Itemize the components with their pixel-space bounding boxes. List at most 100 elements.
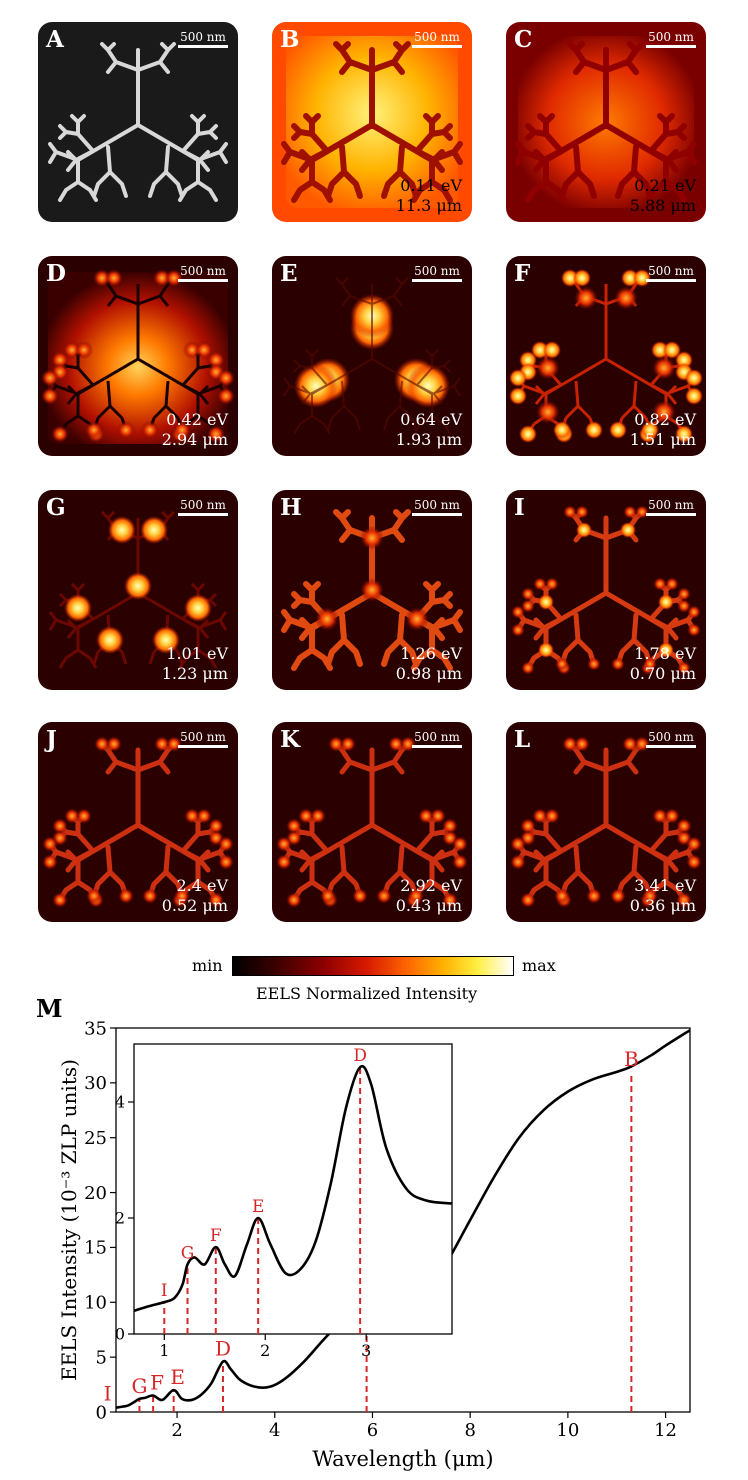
scale-bar: 500 nm — [646, 264, 696, 282]
panel-image — [506, 722, 706, 922]
panel-annotation: 0.42 eV 2.94 μm — [162, 410, 228, 450]
inset-marker-label-i: I — [161, 1281, 168, 1301]
scale-bar-line — [646, 279, 696, 282]
inset-marker-label-g: G — [181, 1243, 195, 1263]
eels-panel-a: A 500 nm — [38, 22, 238, 222]
main-y-tick-label: 10 — [84, 1293, 107, 1314]
scale-bar-label: 500 nm — [414, 30, 460, 44]
eels-panel-c: C 500 nm 0.21 eV 5.88 μm — [506, 22, 706, 222]
main-y-tick-label: 30 — [84, 1073, 107, 1094]
main-spectrum-line — [116, 1029, 690, 1409]
scale-bar: 500 nm — [646, 30, 696, 48]
energy-label: 0.64 eV — [400, 410, 462, 429]
wavelength-label: 0.98 μm — [395, 664, 462, 683]
scale-bar-line — [646, 513, 696, 516]
main-marker-label-f: F — [150, 1371, 164, 1395]
main-y-tick-label: 0 — [96, 1402, 107, 1423]
inset-marker-label-f: F — [210, 1226, 222, 1246]
panel-label: D — [46, 260, 66, 287]
inset-marker-label-e: E — [252, 1197, 264, 1217]
scale-bar: 500 nm — [646, 730, 696, 748]
scale-bar-line — [178, 745, 228, 748]
eels-panel-j: J 500 nm 2.4 eV 0.52 μm — [38, 722, 238, 922]
panel-image — [38, 722, 238, 922]
wavelength-label: 1.51 μm — [629, 430, 696, 449]
inset-spectrum-line — [134, 1064, 452, 1313]
scale-bar-label: 500 nm — [414, 264, 460, 278]
energy-label: 1.78 eV — [634, 644, 696, 663]
panel-image — [272, 22, 472, 222]
scale-bar: 500 nm — [412, 730, 462, 748]
colorbar — [232, 956, 514, 976]
scale-bar-label: 500 nm — [180, 730, 226, 744]
wavelength-label: 1.93 μm — [395, 430, 462, 449]
panel-label: E — [280, 260, 298, 287]
wavelength-label: 5.88 μm — [629, 196, 696, 215]
main-marker-label-d: D — [215, 1337, 231, 1361]
scale-bar: 500 nm — [178, 30, 228, 48]
colorbar-max-label: max — [522, 956, 556, 975]
panel-label: H — [280, 494, 302, 521]
energy-label: 0.82 eV — [634, 410, 696, 429]
energy-label: 2.92 eV — [400, 876, 462, 895]
main-marker-label-e: E — [170, 1365, 185, 1389]
inset-y-tick-label: 2 — [115, 1209, 125, 1228]
panel-annotation: 0.21 eV 5.88 μm — [630, 176, 696, 216]
scale-bar-label: 500 nm — [180, 30, 226, 44]
energy-label: 1.01 eV — [166, 644, 228, 663]
panel-label: F — [514, 260, 531, 287]
panel-annotation: 1.78 eV 0.70 μm — [630, 644, 696, 684]
eels-panel-l: L 500 nm 3.41 eV 0.36 μm — [506, 722, 706, 922]
wavelength-label: 0.52 μm — [161, 896, 228, 915]
wavelength-label: 0.36 μm — [629, 896, 696, 915]
panel-label-m: M — [36, 994, 63, 1023]
energy-label: 0.21 eV — [634, 176, 696, 195]
panel-annotation: 2.4 eV 0.52 μm — [162, 876, 228, 916]
panel-image — [38, 490, 238, 690]
scale-bar-label: 500 nm — [180, 264, 226, 278]
panel-image — [506, 256, 706, 456]
panel-label: I — [514, 494, 525, 521]
scale-bar: 500 nm — [412, 30, 462, 48]
wavelength-label: 2.94 μm — [161, 430, 228, 449]
colorbar-min-label: min — [192, 956, 223, 975]
main-marker-label-g: G — [131, 1374, 147, 1398]
energy-label: 1.26 eV — [400, 644, 462, 663]
scale-bar: 500 nm — [178, 264, 228, 282]
scale-bar: 500 nm — [646, 498, 696, 516]
scale-bar-line — [646, 745, 696, 748]
inset-marker-label-d: D — [353, 1046, 367, 1066]
scale-bar-label: 500 nm — [414, 498, 460, 512]
panel-label: J — [46, 726, 57, 753]
colorbar-title: EELS Normalized Intensity — [256, 984, 478, 1003]
panel-annotation: 0.82 eV 1.51 μm — [630, 410, 696, 450]
main-x-tick-label: 2 — [171, 1420, 182, 1441]
main-y-tick-label: 5 — [96, 1347, 107, 1368]
main-marker-label-i: I — [104, 1382, 112, 1406]
eels-panel-d: D 500 nm 0.42 eV 2.94 μm — [38, 256, 238, 456]
eels-panel-g: G 500 nm 1.01 eV 1.23 μm — [38, 490, 238, 690]
panel-annotation: 1.26 eV 0.98 μm — [396, 644, 462, 684]
scale-bar: 500 nm — [412, 498, 462, 516]
main-x-tick-label: 6 — [367, 1420, 378, 1441]
eels-spectrum-chart: 2468101205101520253035IGFEDCBWavelength … — [57, 1018, 691, 1471]
panel-annotation: 0.11 eV 11.3 μm — [396, 176, 462, 216]
scale-bar-line — [412, 279, 462, 282]
panel-label: L — [514, 726, 531, 753]
main-x-tick-label: 12 — [654, 1420, 677, 1441]
wavelength-label: 0.70 μm — [629, 664, 696, 683]
panel-label: G — [46, 494, 66, 521]
main-marker-label-b: B — [624, 1047, 639, 1071]
panel-image — [38, 256, 238, 456]
inset-y-tick-label: 4 — [115, 1093, 125, 1112]
panel-label: K — [280, 726, 300, 753]
scale-bar-line — [646, 45, 696, 48]
eels-panel-b: B 500 nm 0.11 eV 11.3 μm — [272, 22, 472, 222]
scale-bar-label: 500 nm — [414, 730, 460, 744]
main-y-tick-label: 15 — [84, 1238, 107, 1259]
panel-image — [272, 722, 472, 922]
main-y-tick-label: 25 — [84, 1128, 107, 1149]
panel-image — [506, 22, 706, 222]
x-axis-label: Wavelength (μm) — [312, 1447, 493, 1471]
scale-bar-line — [178, 513, 228, 516]
